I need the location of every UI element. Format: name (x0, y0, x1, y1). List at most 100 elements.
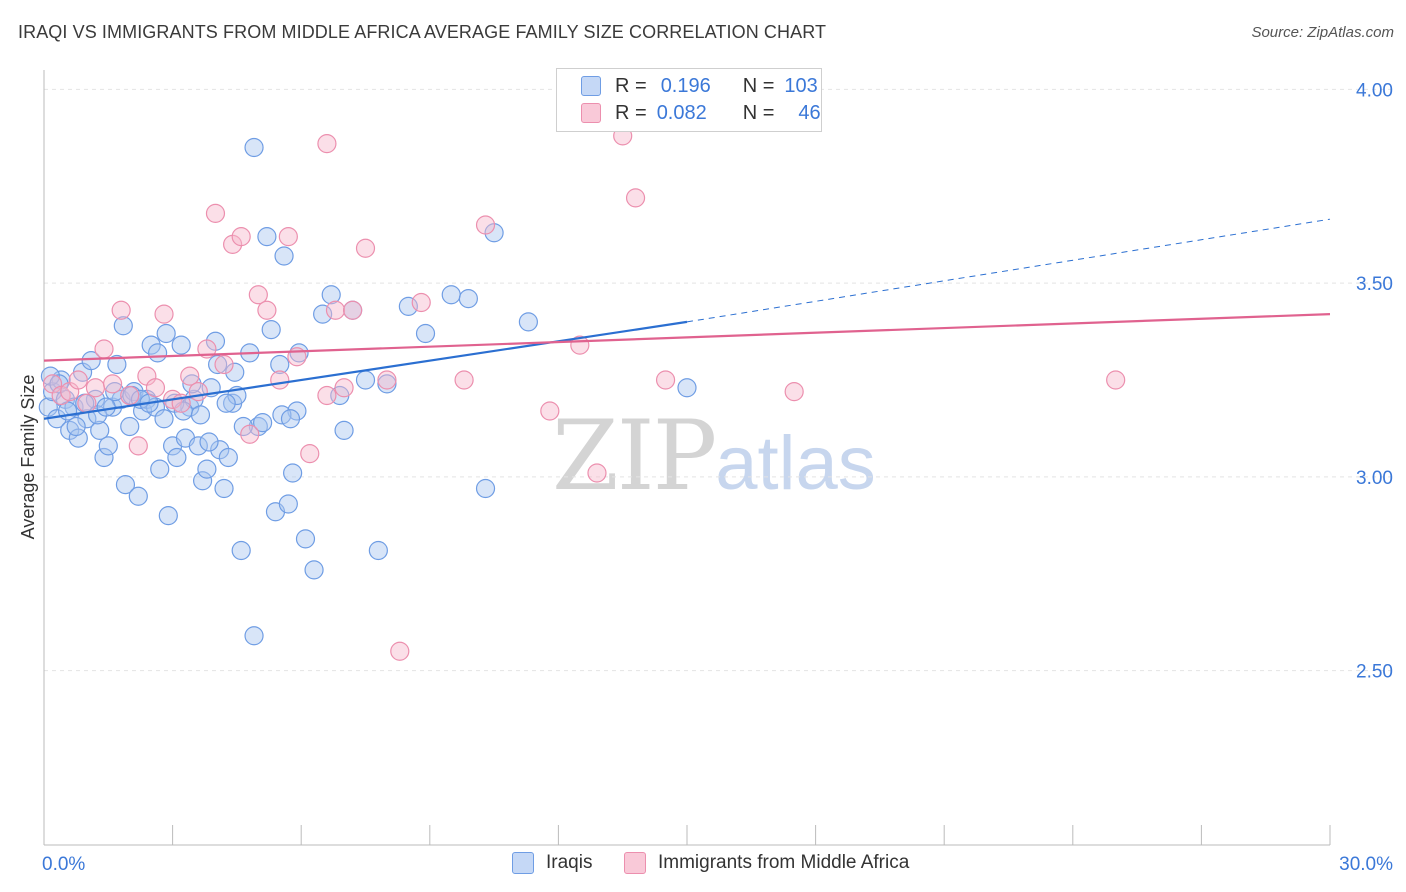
iraqi-point (677, 378, 697, 398)
legend-label-middle-africa: Immigrants from Middle Africa (658, 852, 910, 873)
iraqi-point (304, 560, 324, 580)
iraqi-point (518, 312, 538, 332)
iraqi-point (295, 529, 316, 549)
y-tick-label: 3.00 (1356, 468, 1393, 489)
iraqi-point (158, 506, 178, 526)
x-tick-label: 0.0% (42, 854, 85, 875)
legend-n-value: 103 (784, 74, 818, 97)
legend-r-label: R = (615, 101, 647, 124)
iraqi-point (368, 540, 388, 561)
middle-africa-point (145, 378, 166, 398)
iraqi-point (154, 409, 174, 429)
middle-africa-point (154, 304, 174, 324)
iraqi-point (278, 494, 298, 514)
middle-africa-point (355, 238, 376, 258)
iraqi-point (261, 320, 281, 340)
iraqi-point (49, 374, 69, 394)
iraqi-point (334, 420, 354, 440)
x-tick-label: 30.0% (1339, 854, 1393, 875)
iraqi-point (253, 413, 273, 433)
iraqi-point (283, 463, 303, 483)
iraqi-point (216, 393, 236, 413)
iraqi-trend-line-extension (686, 218, 1331, 323)
iraqi-point (81, 351, 101, 371)
iraqi-point (398, 296, 418, 316)
iraqi-point (188, 436, 208, 456)
y-tick-label: 3.50 (1356, 274, 1393, 295)
iraqi-point (77, 409, 97, 429)
middle-africa-point (540, 401, 560, 421)
middle-africa-point (270, 370, 290, 390)
iraqi-point (147, 343, 168, 363)
iraqi-trend-line (43, 320, 688, 420)
legend-n-label: N = (742, 74, 775, 97)
iraqi-point (270, 354, 290, 375)
middle-africa-point (94, 339, 114, 359)
iraqi-point (190, 405, 211, 425)
middle-africa-point (300, 444, 320, 464)
middle-africa-point (454, 370, 474, 390)
iraqi-point (167, 447, 187, 468)
iraqi-point (244, 626, 264, 646)
middle-africa-point (205, 203, 226, 223)
y-axis-label: Average Family Size (18, 375, 38, 540)
iraqi-point (182, 374, 202, 394)
iraqi-point (150, 459, 170, 479)
middle-africa-point (68, 370, 88, 390)
middle-africa-point (188, 382, 208, 402)
iraqi-point (355, 370, 376, 390)
iraqi-point (225, 362, 245, 382)
iraqi-point (199, 432, 219, 452)
iraqi-point (107, 354, 127, 375)
middle-africa-point (377, 370, 397, 390)
iraqi-point (115, 475, 136, 495)
iraqi-point (441, 285, 461, 305)
iraqi-point (156, 323, 176, 344)
iraqi-point (458, 289, 478, 309)
middle-africa-point (325, 300, 346, 320)
iraqi-point (197, 459, 217, 479)
legend-n-value: 46 (798, 101, 821, 124)
iraqi-point (141, 335, 161, 355)
y-tick-label: 2.50 (1356, 662, 1393, 683)
iraqi-point (244, 137, 264, 158)
iraqi-point (68, 428, 88, 448)
middle-africa-point (102, 374, 123, 394)
legend-n-label: N = (742, 101, 775, 124)
iraqi-point (475, 478, 496, 499)
middle-africa-point (214, 354, 234, 375)
legend-row-middle-africa: R = 0.082 N = 46 (581, 101, 821, 125)
middle-africa-point (655, 370, 676, 390)
legend-r-value: 0.196 (660, 74, 711, 97)
middle-africa-point (784, 382, 804, 402)
middle-africa-point (85, 378, 106, 398)
middle-africa-point (317, 134, 337, 154)
legend-swatch-middle-africa (624, 852, 646, 874)
iraqi-point (257, 227, 277, 247)
iraqi-point (313, 304, 333, 324)
iraqi-point (128, 486, 148, 506)
middle-africa-point (278, 227, 298, 247)
middle-africa-point (128, 436, 148, 456)
middle-africa-point (475, 215, 496, 235)
middle-africa-point (180, 366, 200, 386)
iraqi-point (231, 540, 251, 561)
legend-swatch-iraqis (581, 76, 601, 96)
iraqi-point (171, 335, 191, 355)
iraqi-point (280, 409, 301, 429)
iraqi-point (287, 401, 307, 421)
iraqi-point (214, 478, 234, 499)
iraqi-point (208, 354, 228, 375)
legend-stats: R = 0.196 N = 103 R = 0.082 N = 46 (556, 68, 822, 132)
watermark-atlas: atlas (715, 421, 876, 506)
middle-africa-point (111, 300, 131, 320)
legend-item-iraqis: Iraqis (512, 852, 592, 874)
chart-source: Source: ZipAtlas.com (1251, 24, 1394, 41)
middle-africa-point (625, 188, 646, 208)
middle-africa-point (411, 292, 431, 313)
legend-label-iraqis: Iraqis (546, 852, 593, 873)
middle-africa-point (240, 424, 260, 444)
iraqi-point (90, 420, 110, 440)
legend-row-iraqis: R = 0.196 N = 103 (581, 74, 818, 98)
